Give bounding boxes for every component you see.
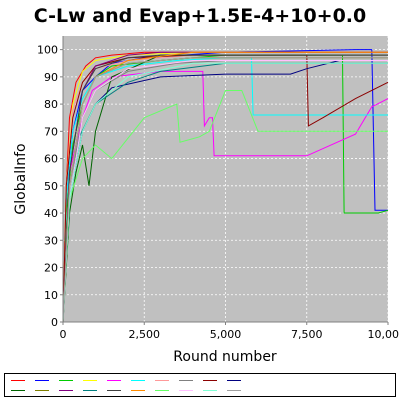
legend-swatch-18 — [179, 390, 193, 391]
y-tick-label: 40 — [44, 207, 58, 220]
chart-title: C-Lw and Evap+1.5E-4+10+0.0 — [34, 5, 367, 27]
y-tick-label: 60 — [44, 153, 58, 166]
legend-swatch-5 — [107, 380, 121, 381]
x-tick-label: 0 — [60, 328, 67, 341]
legend-swatch-1 — [11, 380, 25, 381]
series-line-19 — [62, 62, 388, 323]
series-line-20 — [62, 57, 388, 323]
y-tick-label: 90 — [44, 71, 58, 84]
legend-swatch-11 — [11, 390, 25, 391]
x-tick-label: 5,000 — [210, 328, 242, 341]
legend-swatch-19 — [203, 390, 217, 391]
legend-swatch-9 — [203, 380, 217, 381]
plot-area — [63, 36, 388, 322]
legend-swatch-12 — [35, 390, 49, 391]
legend-swatch-17 — [155, 390, 169, 391]
legend-swatch-4 — [83, 380, 97, 381]
y-tick-label: 30 — [44, 234, 58, 247]
legend-swatch-20 — [227, 390, 241, 391]
legend-swatch-16 — [131, 390, 145, 391]
y-tick-label: 20 — [44, 262, 58, 275]
y-tick-label: 50 — [44, 180, 58, 193]
series-group — [62, 49, 389, 323]
series-line-17 — [62, 90, 388, 323]
y-tick-label: 0 — [51, 316, 58, 329]
legend-swatch-10 — [227, 380, 241, 381]
x-tick-label: 7,500 — [291, 328, 323, 341]
y-tick-label: 10 — [44, 289, 58, 302]
legend-swatch-13 — [59, 390, 73, 391]
legend-swatch-7 — [155, 380, 169, 381]
legend-swatch-15 — [107, 390, 121, 391]
series-line-6 — [62, 57, 388, 323]
legend-swatch-6 — [131, 380, 145, 381]
legend-swatch-2 — [35, 380, 49, 381]
legend — [4, 373, 396, 397]
x-ticks: 0 2,500 5,000 7,500 10,00 — [60, 322, 400, 341]
y-tick-label: 80 — [44, 98, 58, 111]
y-axis-label: GlobalInfo — [13, 143, 29, 214]
series-line-15 — [62, 54, 388, 323]
series-line-5 — [62, 70, 389, 323]
x-axis-label: Round number — [173, 349, 277, 365]
y-tick-label: 70 — [44, 125, 58, 138]
legend-swatch-14 — [83, 390, 97, 391]
legend-swatch-8 — [179, 380, 193, 381]
x-tick-label: 10,00 — [368, 328, 400, 341]
legend-swatch-3 — [59, 380, 73, 381]
y-ticks: 0 10 20 30 40 50 60 70 80 90 100 — [37, 44, 63, 329]
x-tick-label: 2,500 — [129, 328, 161, 341]
y-tick-label: 100 — [37, 44, 58, 57]
series-line-11 — [62, 54, 388, 323]
